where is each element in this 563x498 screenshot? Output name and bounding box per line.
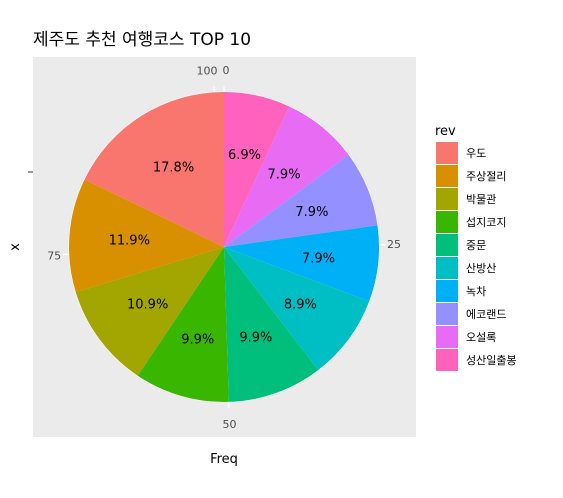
legend-label-녹차: 녹차 bbox=[466, 285, 486, 298]
legend-key-주상절리 bbox=[436, 165, 458, 187]
legend-key-오설록 bbox=[436, 326, 458, 348]
slice-중문 bbox=[224, 247, 319, 402]
legend-label-우도: 우도 bbox=[466, 147, 486, 160]
legend-label-산방산: 산방산 bbox=[466, 262, 496, 275]
legend-label-박물관: 박물관 bbox=[466, 193, 496, 206]
y-axis-title: x bbox=[8, 243, 23, 251]
legend-label-에코랜드: 에코랜드 bbox=[466, 308, 506, 321]
legend-key-섭지코지 bbox=[436, 211, 458, 233]
slice-성산일출봉 bbox=[224, 92, 290, 247]
slice-오설록 bbox=[224, 106, 349, 247]
legend-title: rev bbox=[435, 124, 456, 139]
theta-tick-3: 75 bbox=[47, 249, 61, 262]
pie-slices bbox=[69, 92, 379, 402]
legend-key-산방산 bbox=[436, 257, 458, 279]
slice-섭지코지 bbox=[137, 247, 229, 402]
slice-박물관 bbox=[75, 247, 225, 376]
legend-label-주상절리: 주상절리 bbox=[466, 170, 506, 183]
legend-label-성산일출봉: 성산일출봉 bbox=[466, 353, 517, 367]
slice-label-녹차: 7.9% bbox=[302, 251, 335, 266]
legend-label-중문: 중문 bbox=[466, 239, 486, 252]
theta-tick-2: 50 bbox=[223, 418, 237, 431]
slice-label-오설록: 7.9% bbox=[268, 167, 301, 182]
x-axis-title: Freq bbox=[210, 452, 238, 467]
slice-labels: 6.9% 7.9% 7.9% 7.9% 8.9% 9.9% 9.9% 10.9% 11.9% 17… bbox=[109, 148, 335, 347]
slice-label-우도: 17.8% bbox=[153, 161, 194, 176]
legend-key-우도 bbox=[436, 142, 458, 164]
slice-주상절리 bbox=[69, 179, 224, 293]
legend-key-중문 bbox=[436, 234, 458, 256]
legend-key-성산일출봉 bbox=[436, 349, 458, 371]
theta-tick-1: 25 bbox=[387, 238, 401, 251]
legend-key-녹차 bbox=[436, 280, 458, 302]
legend-label-오설록: 오설록 bbox=[466, 331, 496, 344]
theta-tick-4: 100 bbox=[196, 64, 217, 77]
legend-key-에코랜드 bbox=[436, 303, 458, 325]
slice-산방산 bbox=[224, 247, 370, 371]
legend-label-섭지코지: 섭지코지 bbox=[466, 216, 506, 229]
theta-ticks: 0 25 50 75 100 bbox=[47, 64, 401, 431]
slice-에코랜드 bbox=[224, 154, 378, 247]
slice-label-섭지코지: 9.9% bbox=[181, 332, 214, 347]
slice-label-중문: 9.9% bbox=[239, 330, 272, 345]
chart-title: 제주도 추천 여행코스 TOP 10 bbox=[33, 30, 251, 50]
theta-tick-0: 0 bbox=[223, 64, 230, 77]
slice-녹차 bbox=[224, 225, 379, 302]
legend-key-박물관 bbox=[436, 188, 458, 210]
slice-label-박물관: 10.9% bbox=[127, 298, 168, 313]
slice-label-주상절리: 11.9% bbox=[109, 234, 150, 249]
slice-label-산방산: 8.9% bbox=[284, 298, 317, 313]
slice-우도 bbox=[84, 92, 224, 247]
slice-label-에코랜드: 7.9% bbox=[295, 205, 328, 220]
slice-label-성산일출봉: 6.9% bbox=[228, 148, 261, 163]
